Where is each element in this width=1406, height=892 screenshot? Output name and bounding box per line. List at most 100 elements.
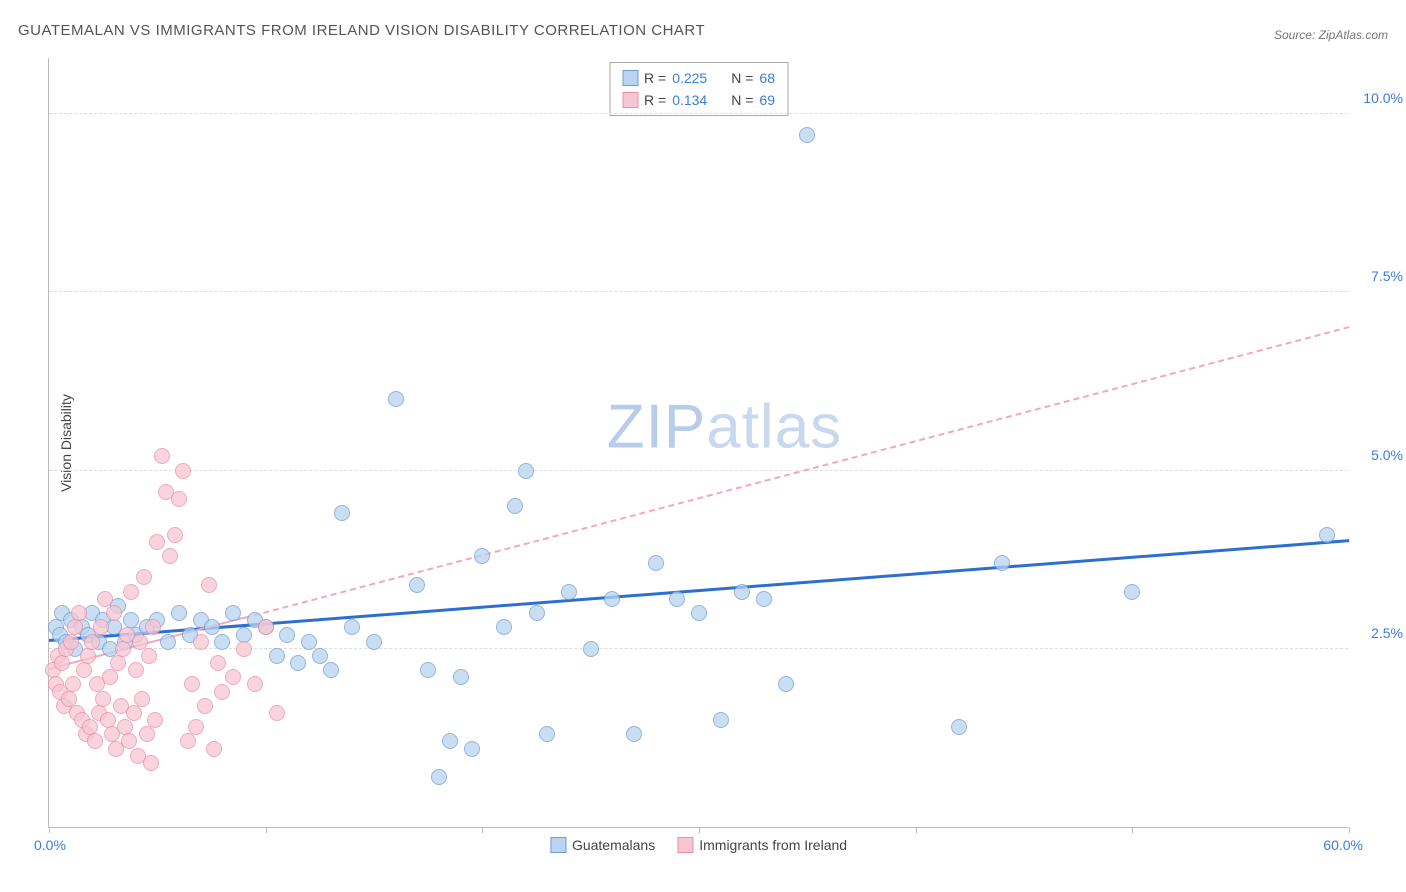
- legend-item: Guatemalans: [550, 837, 655, 853]
- data-point: [442, 733, 458, 749]
- data-point: [247, 676, 263, 692]
- data-point: [366, 634, 382, 650]
- data-point: [193, 634, 209, 650]
- data-point: [95, 691, 111, 707]
- data-point: [197, 698, 213, 714]
- data-point: [420, 662, 436, 678]
- x-tick: [49, 827, 50, 833]
- data-point: [388, 391, 404, 407]
- n-label: N =: [731, 67, 753, 89]
- x-tick: [916, 827, 917, 833]
- data-point: [115, 641, 131, 657]
- stats-row: R = 0.225N = 68: [622, 67, 775, 89]
- stats-row: R = 0.134 N = 69: [622, 89, 775, 111]
- data-point: [171, 491, 187, 507]
- data-point: [214, 684, 230, 700]
- data-point: [210, 655, 226, 671]
- data-point: [76, 662, 92, 678]
- data-point: [951, 719, 967, 735]
- n-value: 69: [759, 89, 775, 111]
- data-point: [206, 741, 222, 757]
- data-point: [204, 619, 220, 635]
- data-point: [126, 705, 142, 721]
- data-point: [143, 755, 159, 771]
- data-point: [1319, 527, 1335, 543]
- data-point: [290, 655, 306, 671]
- y-tick-label: 5.0%: [1371, 447, 1403, 463]
- data-point: [175, 463, 191, 479]
- data-point: [84, 634, 100, 650]
- data-point: [648, 555, 664, 571]
- data-point: [102, 669, 118, 685]
- data-point: [301, 634, 317, 650]
- data-point: [1124, 584, 1140, 600]
- r-label: R =: [644, 67, 666, 89]
- legend-swatch: [677, 837, 693, 853]
- data-point: [604, 591, 620, 607]
- watermark: ZIPatlas: [607, 392, 842, 463]
- r-label: R =: [644, 89, 666, 111]
- data-point: [518, 463, 534, 479]
- trend-line: [244, 326, 1350, 619]
- data-point: [149, 534, 165, 550]
- gridline: [49, 113, 1348, 114]
- n-label: N =: [731, 89, 753, 111]
- data-point: [128, 662, 144, 678]
- y-tick-label: 10.0%: [1363, 90, 1403, 106]
- data-point: [184, 676, 200, 692]
- data-point: [269, 705, 285, 721]
- data-point: [106, 605, 122, 621]
- n-value: 68: [759, 67, 775, 89]
- data-point: [258, 619, 274, 635]
- data-point: [669, 591, 685, 607]
- data-point: [67, 619, 83, 635]
- data-point: [201, 577, 217, 593]
- x-axis-max-label: 60.0%: [1323, 837, 1363, 853]
- data-point: [756, 591, 772, 607]
- data-point: [778, 676, 794, 692]
- data-point: [507, 498, 523, 514]
- data-point: [453, 669, 469, 685]
- y-tick-label: 2.5%: [1371, 625, 1403, 641]
- data-point: [323, 662, 339, 678]
- data-point: [123, 584, 139, 600]
- data-point: [236, 641, 252, 657]
- data-point: [80, 648, 96, 664]
- legend-swatch: [550, 837, 566, 853]
- x-tick: [482, 827, 483, 833]
- legend-item: Immigrants from Ireland: [677, 837, 847, 853]
- data-point: [583, 641, 599, 657]
- data-point: [93, 619, 109, 635]
- gridline: [49, 470, 1348, 471]
- legend-swatch: [622, 92, 638, 108]
- data-point: [65, 676, 81, 692]
- x-tick: [699, 827, 700, 833]
- plot-area: Vision Disability ZIPatlas R = 0.225N = …: [48, 58, 1348, 828]
- stats-legend: R = 0.225N = 68R = 0.134 N = 69: [609, 62, 788, 116]
- data-point: [464, 741, 480, 757]
- legend-label: Immigrants from Ireland: [699, 837, 847, 853]
- data-point: [713, 712, 729, 728]
- data-point: [344, 619, 360, 635]
- data-point: [154, 448, 170, 464]
- gridline: [49, 291, 1348, 292]
- data-point: [145, 619, 161, 635]
- source-credit: Source: ZipAtlas.com: [1274, 28, 1388, 42]
- data-point: [167, 527, 183, 543]
- series-legend: Guatemalans Immigrants from Ireland: [550, 837, 847, 853]
- data-point: [71, 605, 87, 621]
- data-point: [409, 577, 425, 593]
- data-point: [188, 719, 204, 735]
- data-point: [147, 712, 163, 728]
- chart-title: GUATEMALAN VS IMMIGRANTS FROM IRELAND VI…: [18, 22, 705, 39]
- data-point: [214, 634, 230, 650]
- data-point: [162, 548, 178, 564]
- legend-label: Guatemalans: [572, 837, 655, 853]
- data-point: [529, 605, 545, 621]
- r-value: 0.134: [672, 89, 707, 111]
- x-tick: [1132, 827, 1133, 833]
- data-point: [691, 605, 707, 621]
- data-point: [561, 584, 577, 600]
- data-point: [334, 505, 350, 521]
- data-point: [799, 127, 815, 143]
